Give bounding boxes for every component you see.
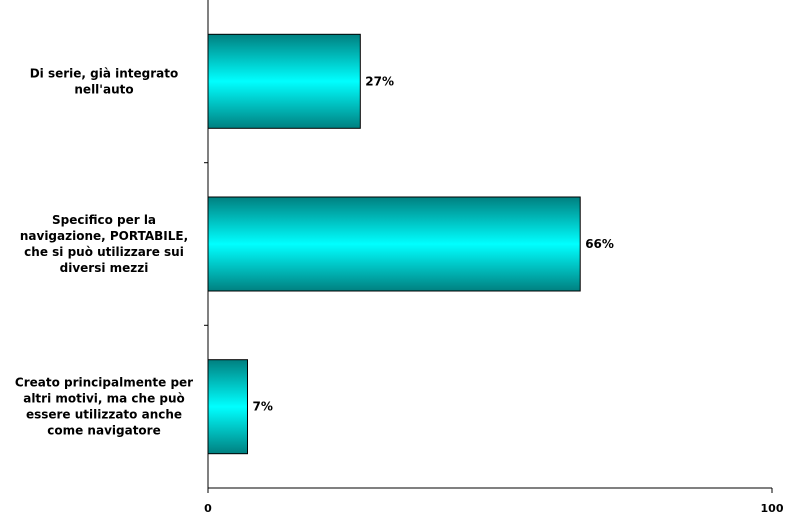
data-label-2: 66% [585, 237, 614, 251]
bar-1 [207, 33, 361, 129]
category-label-3-line-1: Creato principalmente per [15, 376, 193, 390]
category-label-2-line-4: diversi mezzi [60, 261, 149, 275]
category-label-3-line-2: altri motivi, ma che può [23, 392, 185, 406]
category-label-1-line-1: Di serie, già integrato [30, 66, 179, 80]
category-label-3-line-4: come navigatore [47, 424, 160, 438]
category-label-3-line-3: essere utilizzato anche [26, 408, 182, 422]
data-label-3: 7% [253, 400, 273, 414]
category-label-1-line-2: nell'auto [74, 82, 133, 96]
bar-3 [207, 359, 248, 455]
category-label-2-line-1: Specifico per la [52, 213, 156, 227]
x-tick-label-2: 100 [761, 502, 784, 515]
bar-2 [207, 196, 581, 292]
data-label-1: 27% [365, 74, 394, 88]
category-label-2-line-3: che si può utilizzare sui [24, 245, 184, 259]
bars-layer [207, 33, 581, 455]
axes [204, 0, 773, 493]
x-tick-label-1: 0 [204, 502, 212, 515]
category-label-2-line-2: navigazione, PORTABILE, [20, 229, 188, 243]
labels-layer: 27% Di serie, già integrato nell'auto 66% Sp… [15, 66, 784, 515]
